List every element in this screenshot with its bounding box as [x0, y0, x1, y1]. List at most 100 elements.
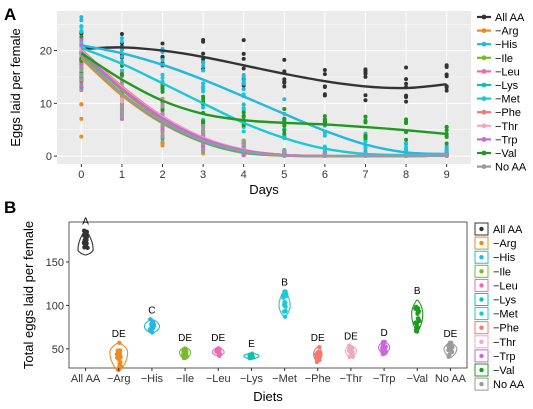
legend-label: −Thr [495, 121, 518, 133]
point-his [119, 54, 124, 59]
point-val [363, 134, 368, 139]
legend-key-point [481, 82, 487, 88]
x-tick-label: 9 [444, 169, 450, 181]
legend-key-point [479, 339, 484, 344]
point-phe [317, 344, 322, 350]
point-met [282, 303, 287, 308]
legend-label: −His [495, 39, 518, 51]
legend-key-point [479, 325, 484, 330]
panel-a-chart: 0 1 2 3 4 5 6 7 8 9 0 10 20 Days Eggs laid per fema… [8, 11, 527, 197]
legend-key-point [479, 226, 484, 232]
point-his [119, 36, 124, 41]
significance-letter: DE [344, 331, 358, 342]
point-val [404, 117, 409, 122]
x-tick-label: 2 [159, 169, 165, 181]
x-tick-label: −Val [406, 373, 428, 385]
violin-thr [344, 344, 358, 359]
point-met [160, 58, 165, 63]
point-no-aa [160, 134, 165, 139]
point-met [363, 145, 368, 150]
fit-curve-no-aa [80, 56, 447, 158]
panel-b-significance-letters: A DE C DE DE E B DE DE D B DE [82, 217, 457, 351]
legend-key-point [481, 109, 487, 115]
x-tick-label: −His [141, 373, 164, 385]
point-met [79, 28, 84, 33]
point-met [79, 25, 84, 30]
legend-key-point [479, 367, 484, 373]
point-his [241, 73, 246, 78]
y-tick-label: 50 [52, 344, 64, 356]
legend-label: −Ile [493, 266, 511, 278]
point-no-aa [446, 347, 451, 353]
point-all-aa [404, 99, 409, 104]
legend-key-point [479, 240, 484, 246]
x-tick-label: 0 [78, 169, 84, 181]
panel-a-legend: All AA −Arg−His −Ile−Leu −Lys −Met−Phe −Thr−T… [477, 12, 527, 174]
significance-letter: D [380, 328, 387, 339]
legend-key-point [479, 353, 484, 359]
point-val [363, 118, 368, 123]
point-arg [115, 354, 121, 360]
legend-key-point [479, 283, 484, 288]
legend-label: −Lys [493, 295, 517, 307]
legend-key-point [481, 164, 487, 170]
legend-key-point [479, 381, 484, 387]
point-met [241, 129, 246, 134]
y-tick-label: 20 [40, 46, 52, 58]
y-tick-label: 0 [46, 151, 52, 163]
point-all-aa [282, 77, 287, 82]
point-all-aa [444, 72, 449, 77]
point-no-aa [79, 77, 84, 82]
point-all-aa [119, 31, 124, 36]
legend-key-point [481, 14, 487, 20]
panel-a-x-ticks: 0 1 2 3 4 5 6 7 8 9 [78, 164, 450, 181]
point-all-aa [363, 93, 368, 98]
significance-letter: DE [311, 333, 325, 344]
legend-label: −Phe [495, 107, 521, 119]
point-his [79, 15, 84, 20]
point-no-aa [79, 66, 84, 71]
point-all-aa [404, 65, 409, 70]
x-tick-label: 3 [200, 169, 206, 181]
point-met [119, 39, 124, 44]
panel-a-y-axis-label: Eggs laid per female [8, 28, 23, 147]
significance-letter: B [281, 278, 288, 289]
legend-key-point [481, 123, 487, 129]
legend-label: −Phe [493, 323, 519, 335]
panel-b-violins [77, 230, 458, 373]
x-tick-label: 6 [322, 169, 328, 181]
point-arg [160, 143, 165, 148]
legend-label: All AA [495, 12, 525, 24]
point-arg [79, 102, 84, 107]
significance-letter: DE [211, 333, 225, 344]
significance-letter: DE [178, 333, 192, 344]
point-all-aa [241, 56, 246, 61]
panel-a-x-axis-label: Days [249, 182, 279, 197]
legend-label: No AA [493, 379, 525, 391]
x-tick-label: 5 [281, 169, 287, 181]
point-all-aa [322, 72, 327, 77]
legend-key-point [481, 96, 487, 101]
point-all-aa [363, 98, 368, 103]
point-all-aa [241, 66, 246, 71]
y-tick-label: 150 [46, 257, 64, 269]
panel-b-points [81, 228, 455, 372]
legend-label: −Leu [493, 280, 518, 292]
point-all-aa [363, 71, 368, 76]
point-all-aa [241, 38, 246, 43]
point-val [201, 120, 206, 125]
panel-b-y-ticks: 50 100 150 [46, 257, 69, 356]
point-all-aa [444, 85, 449, 90]
point-his [201, 60, 206, 65]
point-no-aa [201, 129, 206, 134]
violin-lys [243, 352, 260, 360]
legend-key-point [481, 55, 487, 61]
legend-key-point [481, 137, 487, 142]
point-val [416, 309, 422, 314]
legend-label: −Leu [495, 66, 520, 78]
legend-key-point [479, 311, 484, 316]
legend-label: −His [493, 252, 516, 264]
point-all-aa [404, 93, 409, 98]
violin-phe [312, 346, 323, 363]
y-tick-label: 10 [40, 98, 52, 110]
